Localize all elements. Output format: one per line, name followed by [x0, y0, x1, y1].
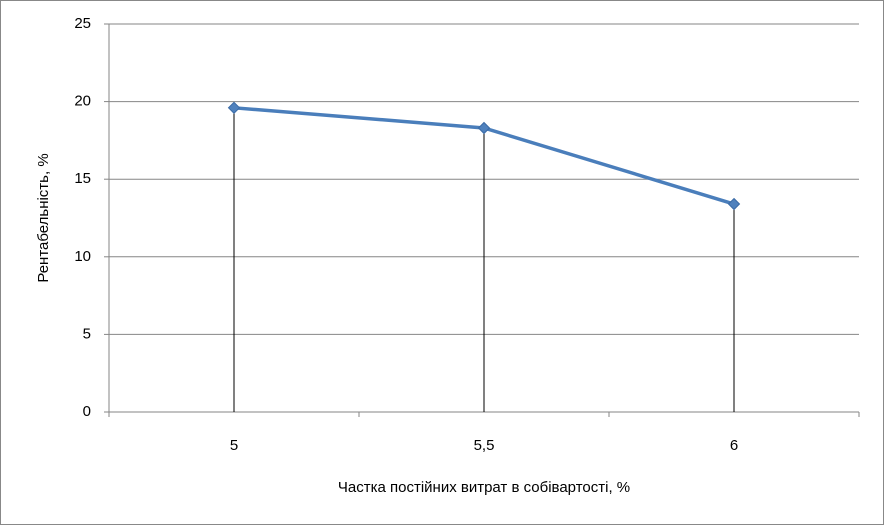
x-tick-label: 5: [230, 437, 238, 454]
data-marker: [727, 197, 741, 211]
y-tick-label: 15: [74, 170, 91, 187]
y-tick-label: 20: [74, 93, 91, 110]
y-tick-label: 25: [74, 15, 91, 32]
x-axis-label: Частка постійних витрат в собівартості, …: [338, 479, 630, 496]
x-tick-label: 6: [730, 437, 738, 454]
y-axis-label: Рентабельність, %: [35, 153, 52, 282]
x-tick-label: 5,5: [474, 437, 495, 454]
y-tick-label: 10: [74, 248, 91, 265]
y-tick-label: 5: [83, 325, 91, 342]
data-marker: [477, 121, 491, 135]
y-tick-label: 0: [83, 403, 91, 420]
data-marker: [227, 101, 241, 115]
